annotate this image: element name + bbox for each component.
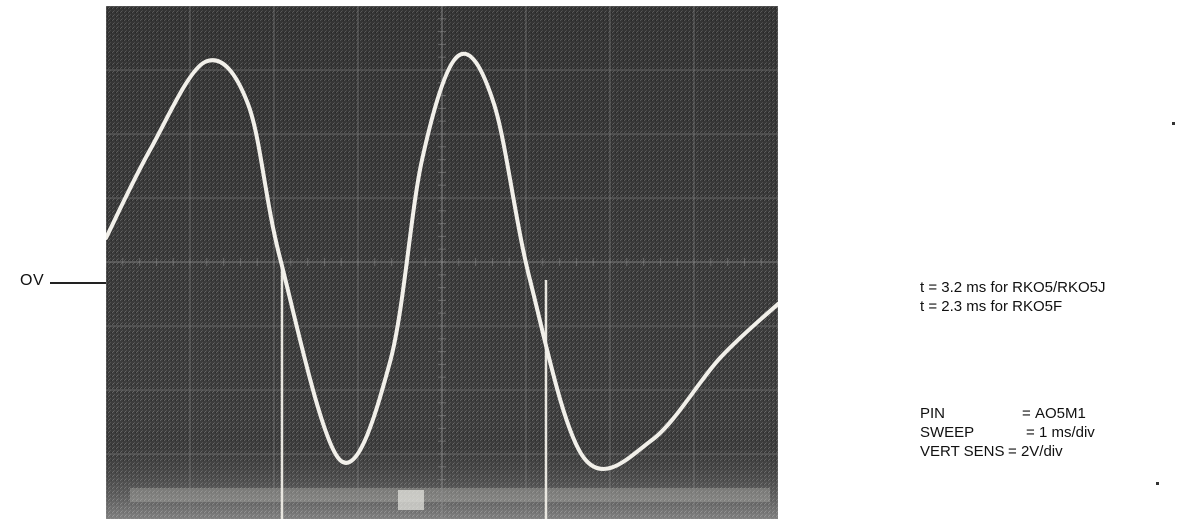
zero-volt-label: OV: [20, 272, 45, 289]
bottom-glare: [130, 488, 770, 502]
setting-sweep: SWEEP = 1 ms/div: [920, 423, 1095, 442]
setting-sweep-sep: =: [1026, 424, 1039, 441]
setting-sweep-key: SWEEP: [920, 424, 975, 441]
setting-sweep-value: 1 ms/div: [1038, 424, 1095, 441]
setting-pin-key: PIN: [920, 405, 946, 422]
scope-settings: PIN = AO5M1 SWEEP = 1 ms/div VERT SENS =…: [920, 404, 1095, 461]
setting-pin-value: AO5M1: [1034, 405, 1086, 422]
zero-volt-pointer: [50, 282, 106, 284]
setting-pin-sep: =: [1022, 405, 1035, 422]
setting-vert-sens: VERT SENS = 2V/div: [920, 442, 1095, 461]
setting-pin: PIN = AO5M1: [920, 404, 1095, 423]
stray-mark: [1156, 482, 1159, 485]
setting-vert-sens-sep: =: [1008, 443, 1021, 460]
setting-vert-sens-key: VERT SENS: [920, 443, 1005, 460]
timing-note-2: t = 2.3 ms for RKO5F: [920, 298, 1063, 315]
stray-mark: [1172, 122, 1175, 125]
graticule: [106, 6, 778, 519]
setting-vert-sens-value: 2V/div: [1020, 443, 1063, 460]
marker-box: [398, 490, 424, 510]
waveform-trace: [106, 51, 778, 472]
timing-note-1: t = 3.2 ms for RKO5/RKO5J: [920, 279, 1106, 296]
